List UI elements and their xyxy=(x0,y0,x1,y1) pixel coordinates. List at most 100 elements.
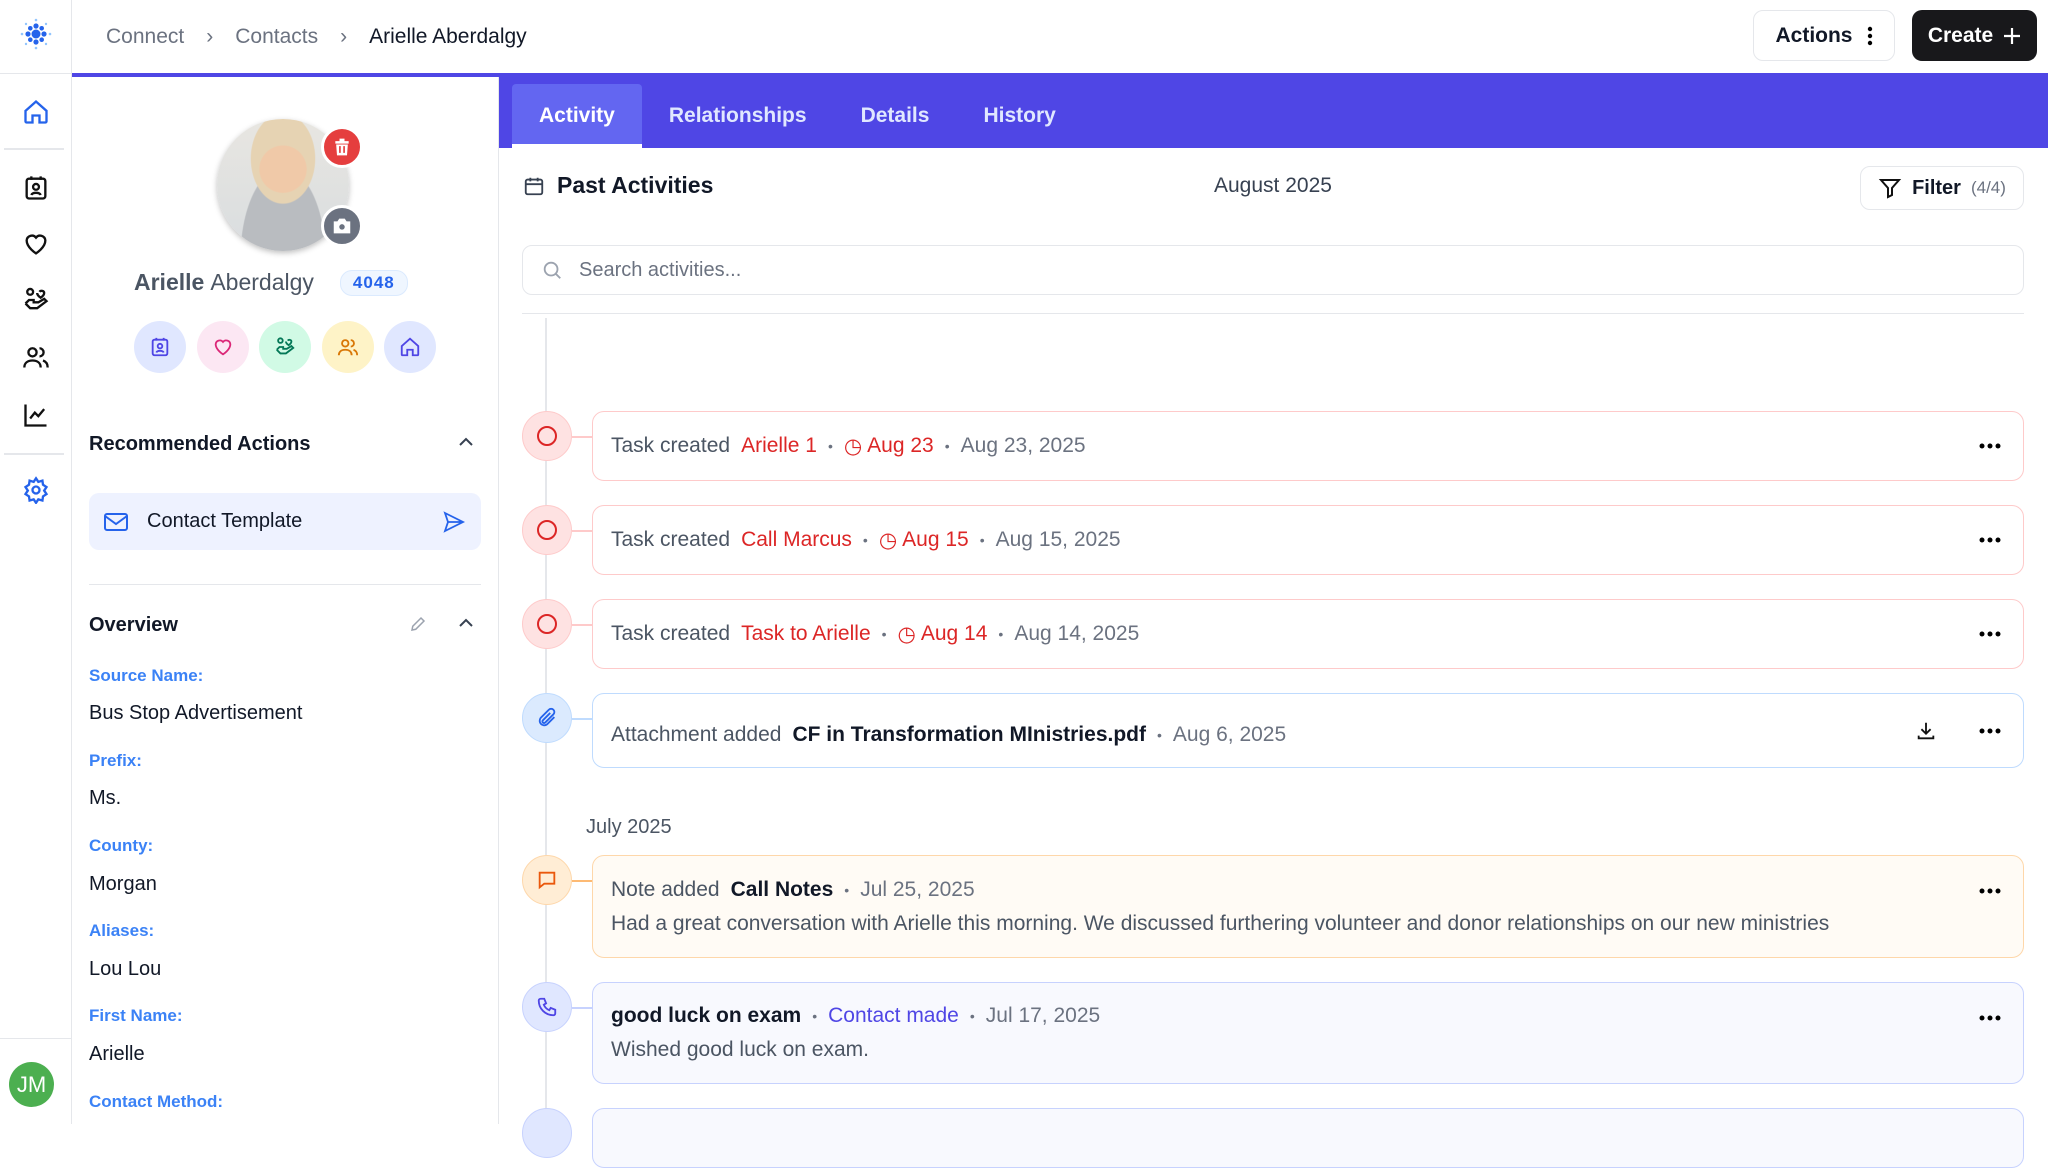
contact-title[interactable]: good luck on exam xyxy=(611,1004,802,1027)
activity-item[interactable]: Note added Call Notes • Jul 25, 2025 Had a … xyxy=(592,855,2024,958)
breadcrumb-contacts[interactable]: Contacts xyxy=(235,24,319,48)
recommended-actions-title: Recommended Actions xyxy=(89,433,311,455)
app-logo-icon[interactable] xyxy=(18,16,54,52)
message-icon xyxy=(522,855,572,905)
field-value-source-name: Bus Stop Advertisement xyxy=(89,702,303,724)
field-label-aliases: Aliases: xyxy=(89,921,155,940)
task-icon xyxy=(522,505,572,555)
search-icon xyxy=(543,261,561,279)
quick-heart-button[interactable] xyxy=(197,321,249,373)
upload-photo-button[interactable] xyxy=(321,205,363,247)
overview-title: Overview xyxy=(89,614,178,636)
quick-contact-card-button[interactable] xyxy=(134,321,186,373)
clock-icon: ◷ xyxy=(843,434,863,458)
contact-kind: Contact made xyxy=(828,1004,959,1027)
heart-icon[interactable] xyxy=(18,226,54,262)
filter-count: (4/4) xyxy=(1970,178,2006,197)
hand-heart-icon[interactable] xyxy=(18,282,54,318)
breadcrumb-connect[interactable]: Connect xyxy=(106,24,185,48)
more-horizontal-icon[interactable] xyxy=(1979,537,2001,543)
users-icon[interactable] xyxy=(18,339,54,375)
activity-item[interactable]: Task created Call Marcus • ◷ Aug 15 • Aug 15, … xyxy=(592,505,2024,575)
home-icon xyxy=(400,337,420,357)
search-input[interactable] xyxy=(579,258,2005,282)
quick-volunteer-button[interactable] xyxy=(259,321,311,373)
tab-details[interactable]: Details xyxy=(860,104,930,127)
field-value-county: Morgan xyxy=(89,873,157,895)
actions-label: Actions xyxy=(1775,23,1853,47)
more-horizontal-icon[interactable] xyxy=(1979,443,2001,449)
quick-users-button[interactable] xyxy=(322,321,374,373)
more-horizontal-icon[interactable] xyxy=(1979,631,2001,637)
delete-photo-button[interactable] xyxy=(321,126,363,168)
activity-date: Jul 17, 2025 xyxy=(985,1004,1101,1027)
send-icon xyxy=(443,510,466,533)
activity-item[interactable]: good luck on exam • Contact made • Jul 17, 2… xyxy=(592,982,2024,1084)
filter-label: Filter xyxy=(1912,176,1961,199)
note-body: Had a great conversation with Arielle th… xyxy=(611,911,1830,935)
contact-template-action[interactable]: Contact Template xyxy=(89,493,481,550)
contact-sidebar: Arielle Aberdalgy 4048 Recommended Actions… xyxy=(72,77,499,1124)
due-date: Aug 14 xyxy=(920,622,988,645)
camera-icon xyxy=(333,218,351,234)
contact-card-icon xyxy=(151,337,169,357)
tab-activity[interactable]: Activity xyxy=(512,84,642,148)
filter-button[interactable]: Filter (4/4) xyxy=(1860,166,2024,210)
phone-icon xyxy=(522,982,572,1032)
accent-bar xyxy=(72,73,2048,77)
clock-icon: ◷ xyxy=(878,528,898,552)
tab-relationships[interactable]: Relationships xyxy=(668,104,807,127)
activity-item[interactable] xyxy=(592,1108,2024,1168)
task-name[interactable]: Task to Arielle xyxy=(741,622,871,645)
contact-id-badge: 4048 xyxy=(339,269,408,296)
note-title[interactable]: Call Notes xyxy=(730,877,834,901)
chevron-right-icon: › xyxy=(340,24,348,48)
task-name[interactable]: Call Marcus xyxy=(741,528,852,551)
clock-icon: ◷ xyxy=(897,622,916,646)
user-avatar[interactable]: JM xyxy=(9,1062,54,1107)
edit-pencil-icon[interactable] xyxy=(409,615,427,633)
field-value-first-name: Arielle xyxy=(89,1043,145,1065)
attachment-name[interactable]: CF in Transformation MInistries.pdf xyxy=(792,722,1146,746)
chart-icon[interactable] xyxy=(18,397,54,433)
actions-button[interactable]: Actions xyxy=(1753,10,1895,61)
calendar-icon xyxy=(524,177,544,195)
connector xyxy=(572,624,592,626)
chevron-right-icon: › xyxy=(206,24,214,48)
activity-item[interactable]: Task created Task to Arielle • ◷ Aug 14 • Aug … xyxy=(592,599,2024,669)
hand-heart-icon xyxy=(276,337,295,355)
first-name: Arielle xyxy=(134,269,205,295)
more-horizontal-icon[interactable] xyxy=(1979,888,2001,894)
collapse-recommended-chevron-up-icon[interactable] xyxy=(458,436,474,448)
activity-type: Task created xyxy=(611,622,731,645)
field-label-first-name: First Name: xyxy=(89,1006,183,1025)
collapse-overview-chevron-up-icon[interactable] xyxy=(458,617,474,629)
due-date: Aug 15 xyxy=(902,528,969,551)
task-name[interactable]: Arielle 1 xyxy=(741,434,817,457)
trash-icon xyxy=(335,138,349,156)
more-horizontal-icon[interactable] xyxy=(1979,728,2001,734)
divider xyxy=(89,584,481,585)
contact-body: Wished good luck on exam. xyxy=(611,1038,869,1061)
connector xyxy=(572,718,592,720)
last-name: Aberdalgy xyxy=(210,269,314,295)
gear-icon[interactable] xyxy=(18,472,54,508)
home-icon[interactable] xyxy=(18,94,54,130)
field-value-prefix: Ms. xyxy=(89,787,122,809)
create-button[interactable]: Create xyxy=(1912,10,2037,61)
create-label: Create xyxy=(1927,23,1994,47)
activity-date: Aug 6, 2025 xyxy=(1172,722,1287,746)
contacts-icon[interactable] xyxy=(18,170,54,206)
activity-item[interactable]: Task created Arielle 1 • ◷ Aug 23 • Aug 23, 20… xyxy=(592,411,2024,481)
download-icon[interactable] xyxy=(1915,720,1937,742)
tab-history[interactable]: History xyxy=(983,104,1056,127)
current-month: August 2025 xyxy=(1214,174,1332,197)
activity-item[interactable]: Attachment added CF in Transformation MIn… xyxy=(592,693,2024,768)
activity-type: Attachment added xyxy=(611,722,782,746)
more-horizontal-icon[interactable] xyxy=(1979,1015,2001,1021)
quick-home-button[interactable] xyxy=(384,321,436,373)
more-vertical-icon xyxy=(1867,26,1873,46)
past-activities-header: Past Activities xyxy=(523,172,713,199)
connector xyxy=(572,436,592,438)
timeline-dot xyxy=(522,1108,572,1158)
